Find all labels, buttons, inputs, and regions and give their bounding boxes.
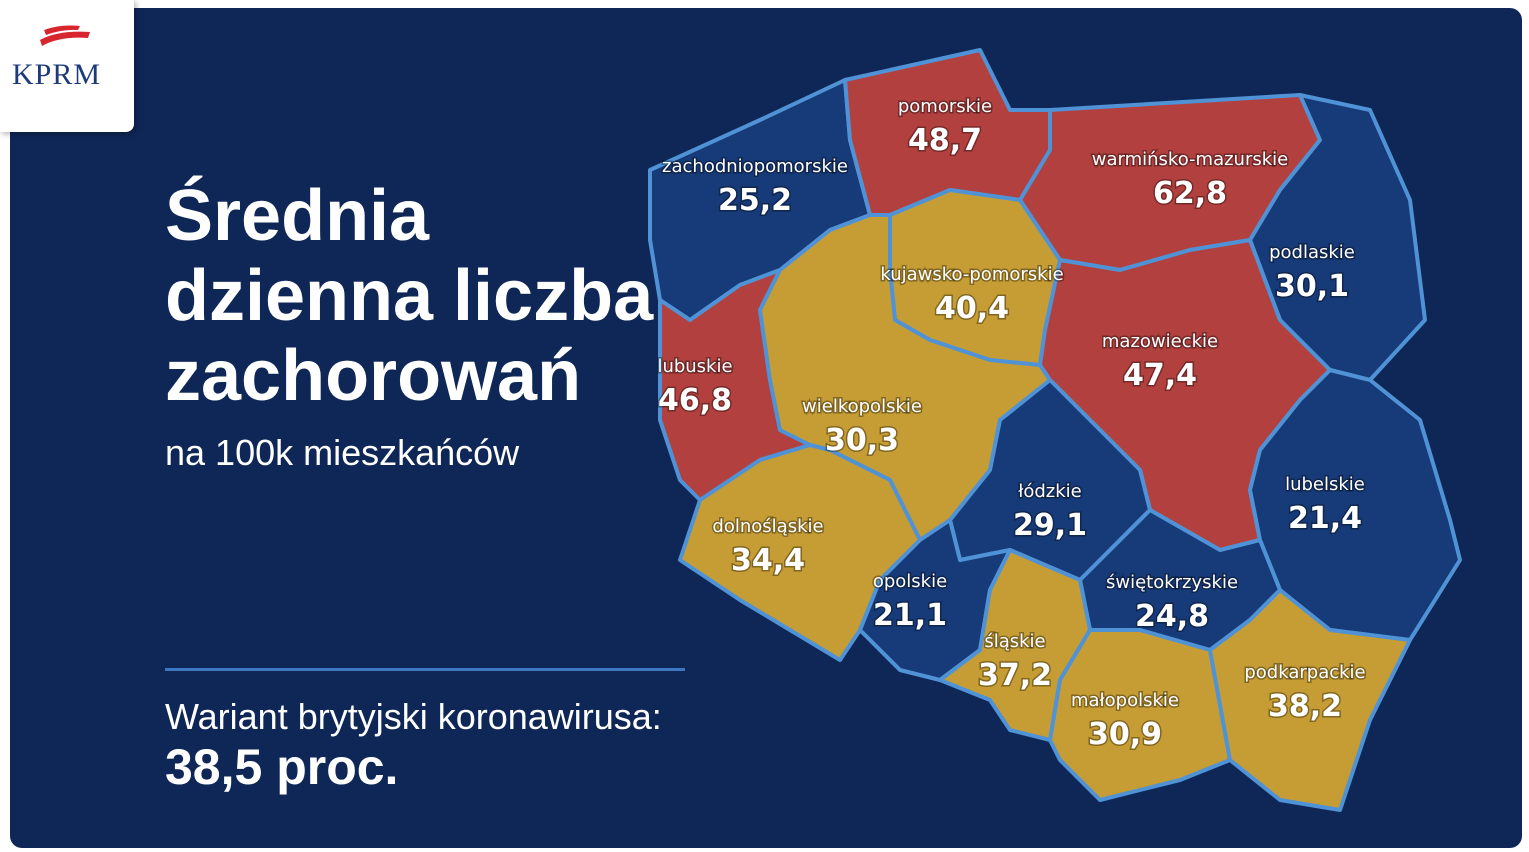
region-value: 47,4 <box>1123 358 1197 393</box>
region-name: małopolskie <box>1071 690 1179 711</box>
region-value: 34,4 <box>731 543 805 578</box>
subtitle: na 100k mieszkańców <box>165 432 520 473</box>
region-value: 21,4 <box>1288 501 1362 536</box>
logo-text: KPRM <box>12 58 102 91</box>
region-value: 40,4 <box>935 291 1009 326</box>
region-name: świętokrzyskie <box>1106 572 1238 593</box>
region-value: 37,2 <box>978 658 1052 693</box>
region-value: 25,2 <box>718 183 792 218</box>
region-name: zachodniopomorskie <box>662 156 848 177</box>
title-line: Średnia <box>165 176 430 256</box>
region-value: 24,8 <box>1135 599 1209 634</box>
region-name: warmińsko-mazurskie <box>1092 149 1288 170</box>
variant-value: 38,5 proc. <box>165 739 399 795</box>
region-value: 30,3 <box>825 423 899 458</box>
region-value: 30,9 <box>1088 717 1162 752</box>
infographic: zachodniopomorskie 25,2 pomorskie 48,7 warmi… <box>10 8 1522 848</box>
logo: KPRM <box>0 0 134 132</box>
region-name: lubuskie <box>657 356 732 377</box>
region-name: łódzkie <box>1018 481 1082 502</box>
region-value: 62,8 <box>1153 176 1227 211</box>
region-name: wielkopolskie <box>802 396 922 417</box>
region-name: lubelskie <box>1285 474 1365 495</box>
title-line: zachorowań <box>165 336 582 416</box>
region-name: kujawsko-pomorskie <box>880 264 1063 285</box>
divider <box>165 668 685 671</box>
variant-label: Wariant brytyjski koronawirusa: <box>165 696 662 737</box>
region-shape <box>1208 588 1412 812</box>
region-value: 38,2 <box>1268 689 1342 724</box>
region-name: podkarpackie <box>1244 662 1365 683</box>
region-value: 21,1 <box>873 598 947 633</box>
region-value: 30,1 <box>1275 269 1349 304</box>
region-value: 29,1 <box>1013 508 1087 543</box>
title: Średnia dzienna liczba zachorowań <box>165 176 653 416</box>
region-value: 48,7 <box>908 123 982 158</box>
region-name: podlaskie <box>1269 242 1355 263</box>
region-name: mazowieckie <box>1102 331 1218 352</box>
region-name: śląskie <box>984 631 1045 652</box>
logo-flag <box>40 25 90 46</box>
title-line: dzienna liczba <box>165 256 654 336</box>
region-name: pomorskie <box>898 96 992 117</box>
map: zachodniopomorskie 25,2 pomorskie 48,7 warmi… <box>648 48 1462 812</box>
region-value: 46,8 <box>658 383 732 418</box>
region-name: opolskie <box>873 571 947 592</box>
region-shape <box>1048 628 1232 802</box>
region-name: dolnośląskie <box>712 516 823 537</box>
region-shape <box>938 548 1092 742</box>
